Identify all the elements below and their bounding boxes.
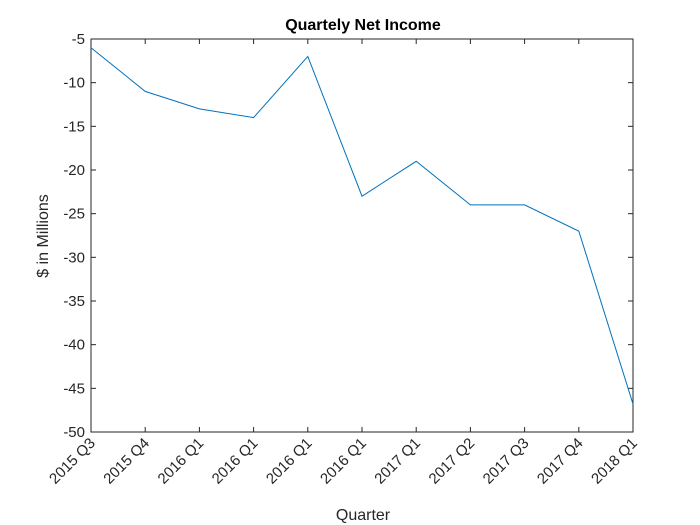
x-tick-label: 2018 Q1: [588, 435, 641, 488]
x-tick-label: 2015 Q3: [46, 435, 99, 488]
chart-title: Quartely Net Income: [285, 17, 441, 34]
x-tick-label: 2016 Q1: [155, 435, 208, 488]
x-tick-label: 2016 Q1: [209, 435, 262, 488]
x-tick-label: 2017 Q4: [534, 435, 587, 488]
x-axis-label: Quarter: [336, 507, 391, 524]
y-tick-label: -20: [63, 162, 85, 179]
y-tick-label: -50: [63, 424, 85, 441]
y-tick-label: -35: [63, 293, 85, 310]
y-tick-label: -40: [63, 337, 85, 354]
x-axis: 2015 Q3 2015 Q4 2016 Q1 2016 Q1 2016 Q1 2016 …: [46, 39, 641, 488]
y-tick-label: -5: [72, 31, 85, 48]
x-tick-label: 2017 Q3: [480, 435, 533, 488]
y-tick-label: -45: [63, 380, 85, 397]
x-tick-label: 2017 Q1: [371, 435, 424, 488]
x-tick-label: 2017 Q2: [426, 435, 479, 488]
x-tick-label: 2016 Q1: [317, 435, 370, 488]
y-tick-label: -25: [63, 206, 85, 223]
y-tick-label: -10: [63, 75, 85, 92]
y-tick-label: -30: [63, 249, 85, 266]
x-tick-label: 2016 Q1: [263, 435, 316, 488]
y-axis: -5 -10 -15 -20 -25 -30 -35 -40 -45 -50: [63, 31, 633, 441]
net-income-line: [90, 47, 634, 405]
y-axis-label: $ in Millions: [35, 194, 52, 278]
plot-area-box: [90, 38, 634, 433]
y-tick-label: -15: [63, 118, 85, 135]
x-tick-label: 2015 Q4: [100, 435, 153, 488]
